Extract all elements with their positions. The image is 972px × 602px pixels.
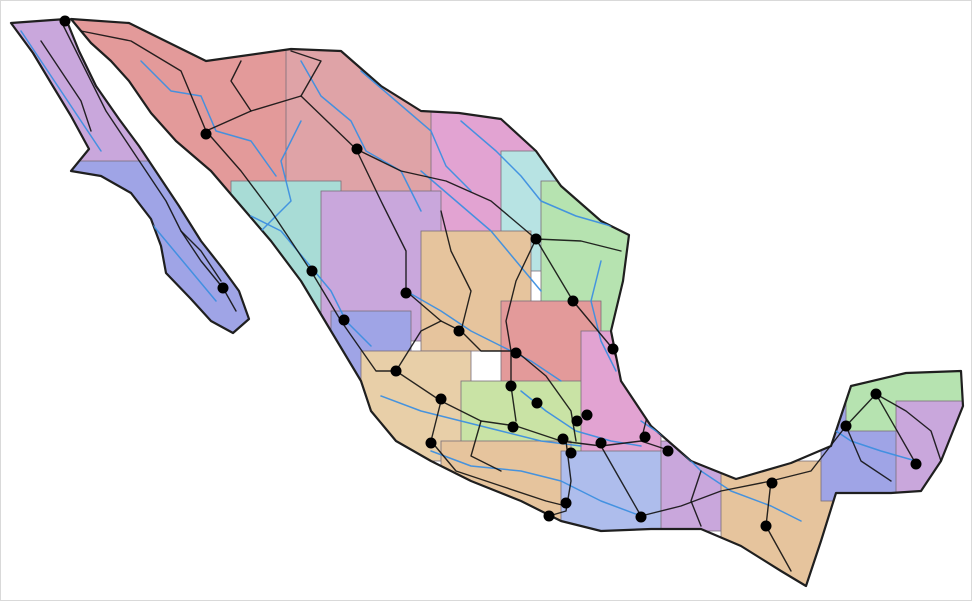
city-marker-icon[interactable] (870, 388, 882, 400)
city-marker-icon[interactable] (390, 365, 402, 377)
city-marker-icon[interactable] (662, 445, 674, 457)
road (505, 238, 537, 422)
city-marker-icon[interactable] (200, 128, 212, 140)
river (460, 120, 612, 227)
road (600, 393, 917, 517)
city-marker-icon[interactable] (531, 397, 543, 409)
city-marker-icon[interactable] (530, 233, 542, 245)
city-marker-icon[interactable] (560, 497, 572, 509)
city-marker-icon[interactable] (435, 393, 447, 405)
city-marker-icon[interactable] (510, 347, 522, 359)
city-marker-icon[interactable] (910, 458, 922, 470)
city-marker-icon[interactable] (543, 510, 555, 522)
road (395, 320, 442, 372)
road (205, 95, 614, 350)
city-marker-icon[interactable] (425, 437, 437, 449)
river (300, 60, 422, 212)
road (430, 400, 567, 507)
river (360, 70, 472, 192)
river (430, 450, 642, 517)
road (230, 60, 252, 112)
road (470, 420, 502, 472)
city-marker-icon[interactable] (760, 520, 772, 532)
city-markers-layer (59, 15, 922, 532)
coastline-layer (9, 17, 965, 588)
road (440, 210, 472, 332)
city-marker-icon[interactable] (840, 420, 852, 432)
city-marker-icon[interactable] (505, 380, 517, 392)
river (590, 260, 617, 372)
road (548, 440, 572, 517)
road (875, 393, 942, 462)
road (80, 30, 672, 452)
mainland-outline (69, 17, 965, 588)
city-marker-icon[interactable] (607, 343, 619, 355)
city-marker-icon[interactable] (567, 295, 579, 307)
city-marker-icon[interactable] (581, 409, 593, 421)
city-marker-icon[interactable] (453, 325, 465, 337)
city-marker-icon[interactable] (595, 437, 607, 449)
road (535, 238, 622, 252)
river (420, 170, 542, 292)
river (380, 395, 582, 447)
river (140, 60, 277, 177)
river (250, 215, 372, 347)
river (405, 290, 562, 382)
city-marker-icon[interactable] (557, 433, 569, 445)
city-marker-icon[interactable] (639, 431, 651, 443)
river (820, 420, 917, 462)
city-marker-icon[interactable] (571, 415, 583, 427)
city-marker-icon[interactable] (565, 447, 577, 459)
city-marker-icon[interactable] (635, 511, 647, 523)
road (845, 425, 892, 482)
baja-outline (9, 17, 251, 335)
city-marker-icon[interactable] (351, 143, 363, 155)
road (60, 20, 237, 312)
river (260, 120, 302, 232)
city-marker-icon[interactable] (59, 15, 71, 27)
state-regions-layer (11, 19, 963, 586)
road (180, 230, 222, 282)
road (290, 50, 322, 97)
city-marker-icon[interactable] (400, 287, 412, 299)
road (690, 470, 702, 527)
city-marker-icon[interactable] (766, 477, 778, 489)
city-marker-icon[interactable] (507, 421, 519, 433)
road (40, 40, 92, 132)
city-marker-icon[interactable] (217, 282, 229, 294)
city-marker-icon[interactable] (306, 265, 318, 277)
region-quintana-roo (895, 400, 963, 502)
river (20, 30, 102, 152)
city-marker-icon[interactable] (338, 314, 350, 326)
